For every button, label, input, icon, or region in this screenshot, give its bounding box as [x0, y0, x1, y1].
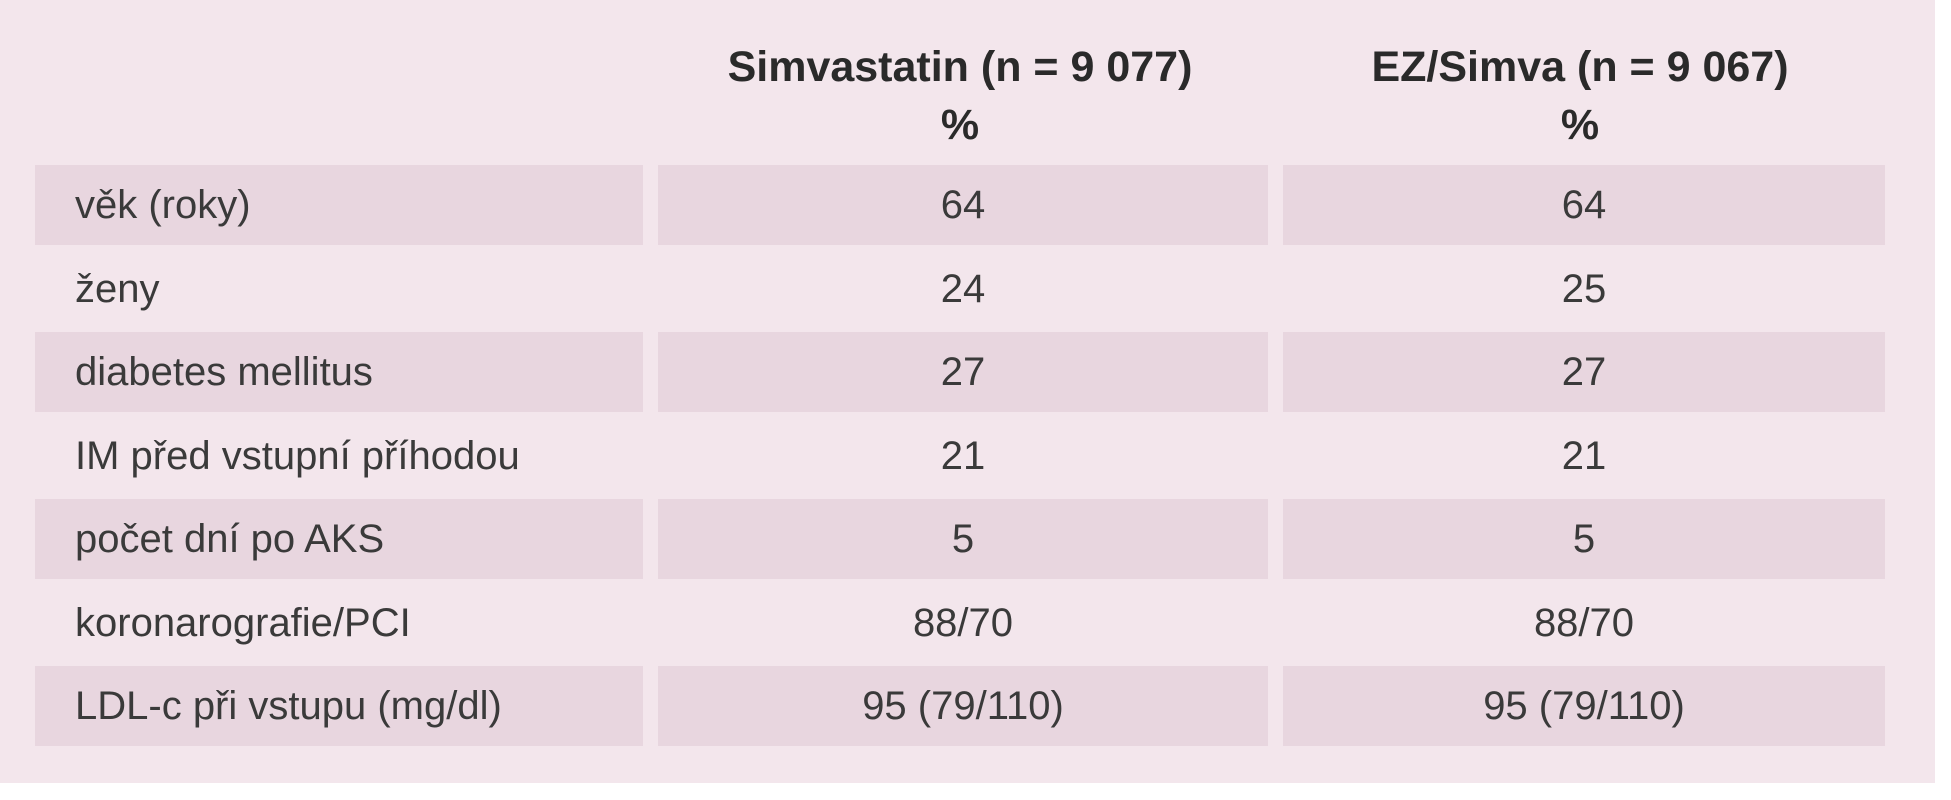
- row-label: počet dní po AKS: [35, 499, 643, 579]
- row-value-simvastatin: 27: [658, 332, 1268, 412]
- row-value-simvastatin: 21: [940, 434, 986, 478]
- column-header-unit: %: [1560, 101, 1600, 149]
- table-row-diabetes: diabetes mellitus 27 27: [35, 332, 1885, 412]
- row-value-ez-simva: 64: [1283, 165, 1885, 245]
- column-header-title: Simvastatin (n = 9 077): [727, 43, 1193, 91]
- row-label: koronarografie/PCI: [75, 601, 411, 645]
- row-label: LDL-c při vstupu (mg/dl): [35, 666, 643, 746]
- table-row-age: věk (roky) 64 64: [35, 165, 1885, 245]
- row-value-ez-simva: 25: [1561, 267, 1607, 311]
- row-label: IM před vstupní příhodou: [75, 434, 520, 478]
- row-label: diabetes mellitus: [35, 332, 643, 412]
- table-panel: Simvastatin (n = 9 077) % EZ/Simva (n = …: [0, 0, 1935, 783]
- row-value-ez-simva: 88/70: [1533, 601, 1635, 645]
- row-value-simvastatin: 5: [658, 499, 1268, 579]
- row-value-simvastatin: 95 (79/110): [658, 666, 1268, 746]
- column-header-title: EZ/Simva (n = 9 067): [1371, 43, 1789, 91]
- row-label: ženy: [75, 267, 160, 311]
- column-header-unit: %: [940, 101, 980, 149]
- column-header-simvastatin: Simvastatin (n = 9 077) %: [640, 38, 1280, 154]
- table-row-days-after-aks: počet dní po AKS 5 5: [35, 499, 1885, 579]
- row-value-ez-simva: 95 (79/110): [1283, 666, 1885, 746]
- table-row-coronarography: koronarografie/PCI 88/70 88/70: [35, 583, 1885, 663]
- row-label: věk (roky): [35, 165, 643, 245]
- row-value-simvastatin: 88/70: [912, 601, 1014, 645]
- row-value-simvastatin: 64: [658, 165, 1268, 245]
- row-value-simvastatin: 24: [940, 267, 986, 311]
- table-row-women: ženy 24 25: [35, 249, 1885, 329]
- row-value-ez-simva: 5: [1283, 499, 1885, 579]
- row-value-ez-simva: 21: [1561, 434, 1607, 478]
- table-row-prior-mi: IM před vstupní příhodou 21 21: [35, 416, 1885, 496]
- table-row-ldl: LDL-c při vstupu (mg/dl) 95 (79/110) 95 …: [35, 666, 1885, 746]
- column-header-ez-simva: EZ/Simva (n = 9 067) %: [1270, 38, 1890, 154]
- row-value-ez-simva: 27: [1283, 332, 1885, 412]
